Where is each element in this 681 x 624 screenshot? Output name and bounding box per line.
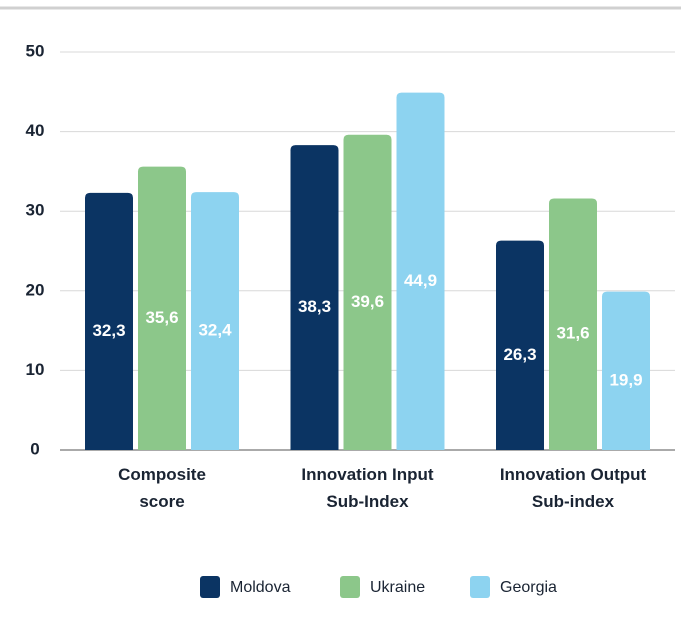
bar	[191, 192, 239, 450]
bar	[602, 291, 650, 450]
y-tick-label: 50	[26, 41, 45, 60]
bar	[343, 134, 392, 450]
value-label: 39,6	[351, 292, 384, 311]
bar	[496, 240, 544, 450]
legend-label: Georgia	[500, 579, 557, 596]
value-label: 32,4	[198, 321, 232, 340]
value-label: 26,3	[503, 345, 536, 364]
bar	[549, 198, 597, 450]
y-tick-label: 20	[26, 280, 45, 299]
x-tick-label: Innovation Output Sub-index	[500, 465, 647, 511]
value-label: 19,9	[609, 370, 642, 389]
value-label: 38,3	[298, 297, 331, 316]
value-label: 32,3	[92, 321, 125, 340]
value-label: 35,6	[145, 308, 178, 327]
bar	[138, 166, 186, 450]
legend-label: Ukraine	[370, 579, 425, 596]
bar	[290, 145, 339, 450]
x-tick-label: Composite score	[118, 465, 206, 511]
legend-label: Moldova	[230, 579, 291, 596]
legend-swatch	[470, 576, 490, 598]
y-tick-label: 10	[26, 360, 45, 379]
value-label: 31,6	[556, 324, 589, 343]
x-tick-label: Innovation Input Sub-Index	[301, 465, 434, 511]
value-label: 44,9	[404, 271, 437, 290]
y-tick-label: 0	[30, 439, 39, 458]
bar	[85, 192, 133, 450]
bar	[396, 92, 445, 450]
y-tick-label: 30	[26, 201, 45, 220]
legend-swatch	[340, 576, 360, 598]
y-tick-label: 40	[26, 121, 45, 140]
legend-swatch	[200, 576, 220, 598]
